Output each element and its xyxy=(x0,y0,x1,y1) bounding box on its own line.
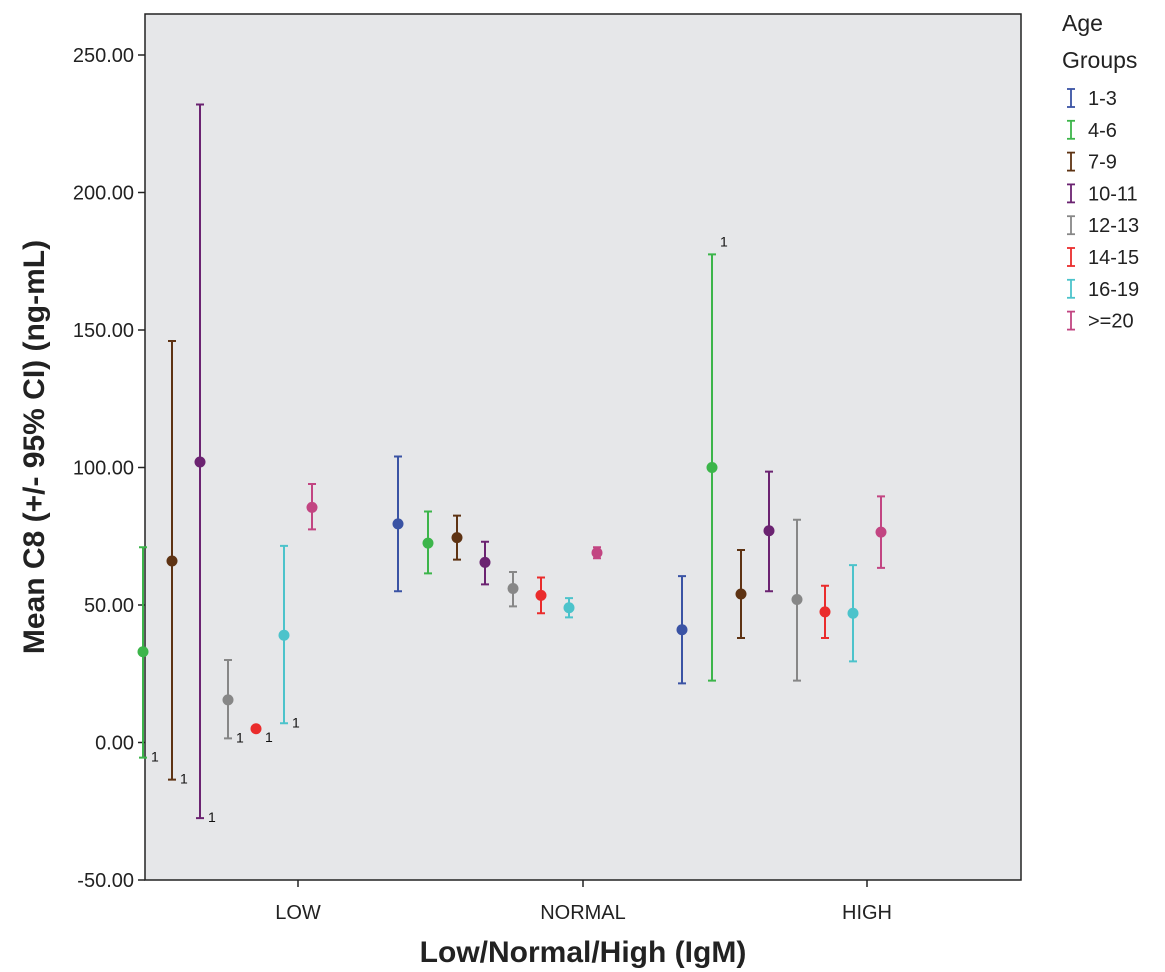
x-axis: LOW NORMAL HIGH xyxy=(275,880,892,924)
mean-point xyxy=(250,723,262,735)
legend-label: 4-6 xyxy=(1088,120,1117,142)
mean-point xyxy=(166,555,178,567)
annotation-label: 1 xyxy=(236,729,244,745)
legend-label: 7-9 xyxy=(1088,152,1117,174)
legend-label: >=20 xyxy=(1088,311,1134,333)
legend-label: 1-3 xyxy=(1088,88,1117,110)
legend: Age Groups 1-3 4-6 7-9 10-11 12-13 14-15 16-19 >=… xyxy=(1062,10,1139,333)
annotation-label: 1 xyxy=(180,771,188,787)
mean-point xyxy=(278,629,290,641)
mean-point xyxy=(763,525,775,537)
mean-point xyxy=(791,594,803,605)
mean-point xyxy=(735,588,747,600)
y-tick-label: 250.00 xyxy=(73,45,134,67)
x-tick-label: NORMAL xyxy=(540,902,626,924)
y-axis: -50.00 0.00 50.00 100.00 150.00 200.00 250.00 xyxy=(73,45,145,892)
mean-point xyxy=(535,589,547,601)
error-bars: 1 1 1 1 1 1 1 xyxy=(137,103,887,825)
mean-point xyxy=(451,532,463,544)
mean-point xyxy=(591,547,603,559)
mean-point xyxy=(392,518,404,530)
mean-point xyxy=(563,602,575,614)
mean-point xyxy=(222,694,234,706)
y-tick-label: 50.00 xyxy=(84,595,134,617)
legend-title: Groups xyxy=(1062,47,1137,73)
mean-point xyxy=(306,501,318,513)
plot-area xyxy=(144,13,1022,881)
y-axis-title: Mean C8 (+/- 95% CI) (ng-mL) xyxy=(18,240,51,654)
mean-point xyxy=(422,537,434,549)
mean-point xyxy=(676,624,688,636)
legend-title: Age xyxy=(1062,10,1103,36)
mean-point xyxy=(507,583,519,594)
mean-point xyxy=(137,646,149,658)
annotation-label: 1 xyxy=(292,714,300,730)
mean-point xyxy=(847,607,859,619)
annotation-label: 1 xyxy=(265,729,273,745)
annotation-label: 1 xyxy=(151,749,159,765)
x-tick-label: LOW xyxy=(275,902,321,924)
x-axis-title: Low/Normal/High (IgM) xyxy=(420,936,747,969)
mean-point xyxy=(819,606,831,618)
annotation-label: 1 xyxy=(720,233,728,249)
y-tick-label: 0.00 xyxy=(95,733,134,755)
legend-label: 14-15 xyxy=(1088,247,1139,269)
y-tick-label: -50.00 xyxy=(77,870,134,892)
annotation-label: 1 xyxy=(208,809,216,825)
y-tick-label: 150.00 xyxy=(73,320,134,342)
y-tick-label: 100.00 xyxy=(73,458,134,480)
x-tick-label: HIGH xyxy=(842,902,892,924)
y-tick-label: 200.00 xyxy=(73,183,134,205)
legend-label: 10-11 xyxy=(1088,183,1138,205)
mean-point xyxy=(194,456,206,468)
legend-label: 12-13 xyxy=(1088,215,1139,237)
mean-point xyxy=(479,556,491,568)
mean-point xyxy=(875,526,887,538)
legend-label: 16-19 xyxy=(1088,279,1139,301)
mean-point xyxy=(706,462,718,473)
